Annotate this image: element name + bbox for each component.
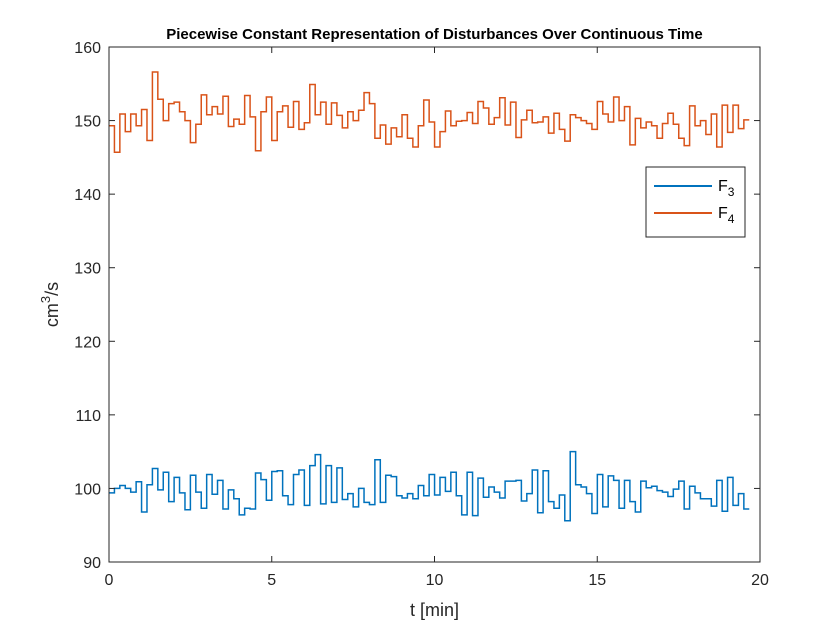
y-axis-label-base: cm xyxy=(42,303,62,327)
legend-box xyxy=(645,166,746,238)
legend-label-f3-subscript: 3 xyxy=(728,185,735,199)
legend: F3 F4 xyxy=(645,166,746,238)
y-tick-label: 90 xyxy=(83,555,101,572)
x-tick-label: 20 xyxy=(751,572,769,589)
ticks-layer: 0 5 10 15 20 90 100 110 120 130 140 150 160 xyxy=(74,40,769,589)
legend-label-f4: F4 xyxy=(718,205,735,226)
y-axis-label-superscript: 3 xyxy=(38,296,53,303)
y-tick-label: 150 xyxy=(74,114,101,131)
legend-label-f4-base: F xyxy=(718,205,728,222)
y-axis-label: cm3/s xyxy=(38,282,62,327)
series-layer xyxy=(109,71,750,522)
y-axis-label-tail: /s xyxy=(42,282,62,296)
chart-title: Piecewise Constant Representation of Dis… xyxy=(166,26,703,43)
series-line-f4 xyxy=(109,71,750,153)
y-tick-label: 100 xyxy=(74,481,101,498)
x-tick-label: 10 xyxy=(426,572,444,589)
y-tick-label: 140 xyxy=(74,187,101,204)
legend-label-f4-subscript: 4 xyxy=(728,212,735,226)
x-axis-label: t [min] xyxy=(410,600,459,620)
x-tick-label: 5 xyxy=(267,572,276,589)
legend-label-f3-base: F xyxy=(718,178,728,195)
x-tick-label: 15 xyxy=(588,572,606,589)
y-tick-label: 160 xyxy=(74,40,101,57)
y-tick-label: 110 xyxy=(75,408,101,425)
legend-label-f3: F3 xyxy=(718,178,735,199)
y-tick-label: 130 xyxy=(74,261,101,278)
y-tick-label: 120 xyxy=(74,334,101,351)
x-tick-label: 0 xyxy=(105,572,114,589)
series-line-f3 xyxy=(109,450,750,522)
